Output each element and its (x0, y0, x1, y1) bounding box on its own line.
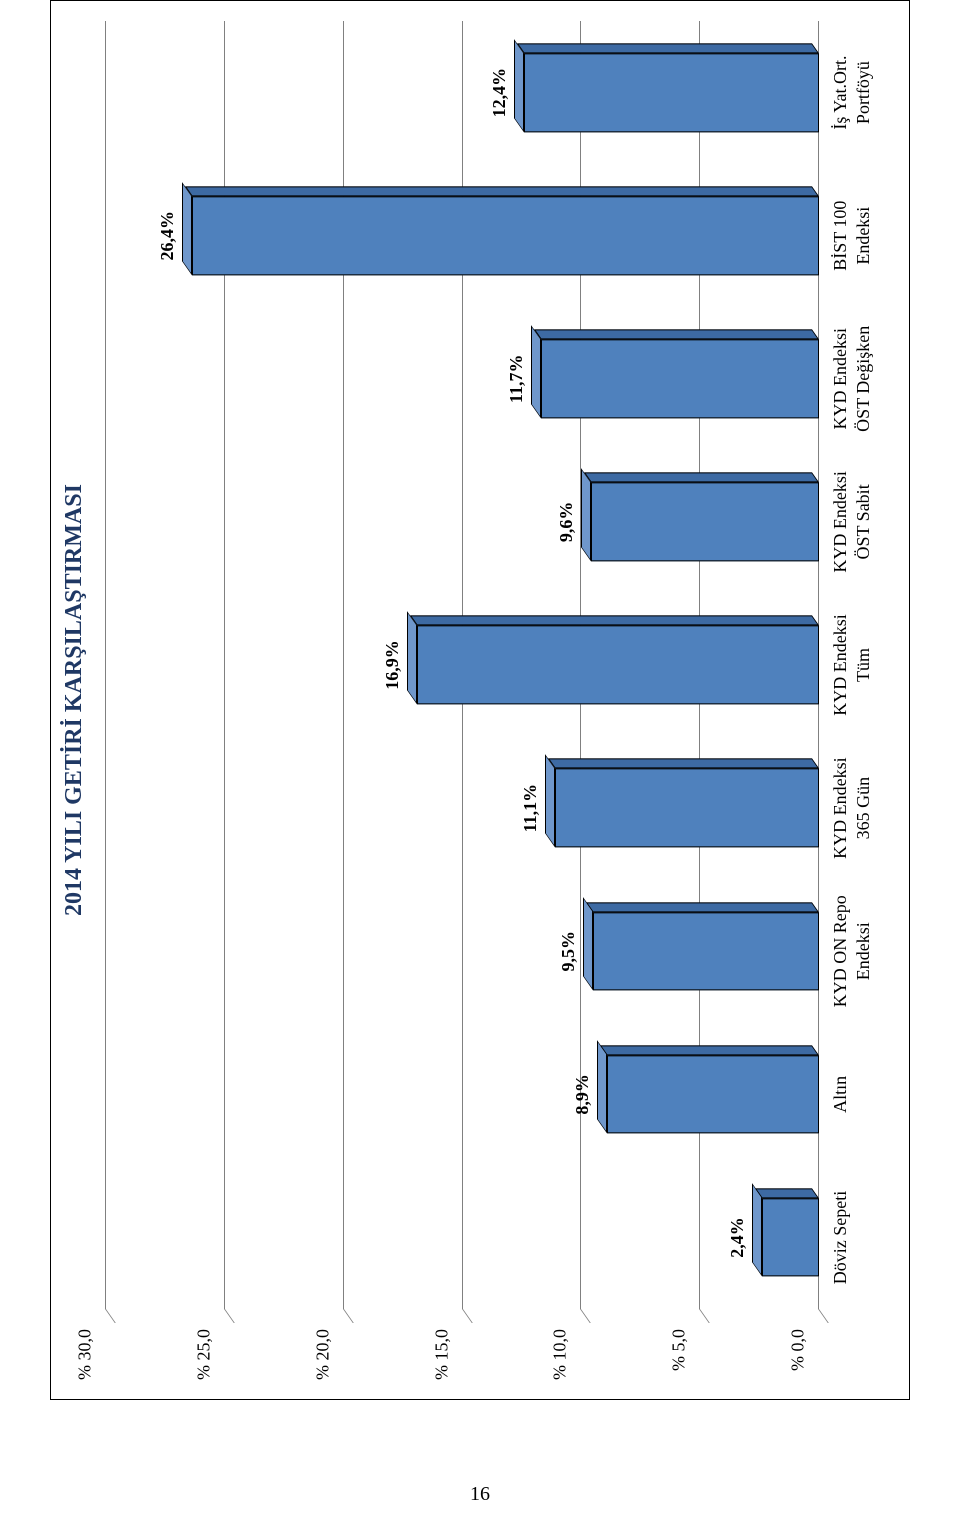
bar-value-label: 26,4% (157, 211, 178, 261)
bar-side (755, 1188, 819, 1198)
bar-front (555, 769, 819, 848)
bar-side (586, 902, 819, 912)
bar: 16,9% (417, 626, 819, 705)
bar-top (531, 325, 541, 418)
page-number: 16 (0, 1483, 960, 1506)
bar-value-label: 11,1% (520, 784, 541, 833)
bar-front (417, 626, 819, 705)
bar-slot: 9,5% (106, 880, 819, 1023)
bar-front (192, 196, 819, 275)
chart-title: 2014 YILI GETİRİ KARŞILAŞTIRMASI (51, 1, 88, 1399)
bar-side (600, 1045, 819, 1055)
bar-side (410, 616, 819, 626)
chart-container: 2014 YILI GETİRİ KARŞILAŞTIRMASI % 0,0% … (50, 0, 910, 1400)
x-axis-label: KYD ON RepoEndeksi (829, 880, 874, 1023)
bar-value-label: 9,5% (558, 931, 579, 972)
bar-slot: 9,6% (106, 450, 819, 593)
x-axis-label: KYD Endeksi365 Gün (829, 737, 874, 880)
y-tick-label: % 5,0 (669, 1329, 690, 1389)
bar-slot: 11,1% (106, 737, 819, 880)
y-tick-label: % 25,0 (193, 1329, 214, 1389)
bar-side (534, 329, 819, 339)
x-axis-label: İş Yat.Ort.Portföyü (829, 21, 874, 164)
bar-side (185, 186, 819, 196)
x-axis-label: KYD EndeksiÖST Değişken (829, 307, 874, 450)
bar-top (581, 468, 591, 561)
bar-value-label: 2,4% (727, 1217, 748, 1258)
bar-slot: 8,9% (106, 1023, 819, 1166)
bar: 9,5% (593, 912, 819, 991)
y-tick-label: % 20,0 (312, 1329, 333, 1389)
bar-slot: 26,4% (106, 164, 819, 307)
bar: 11,7% (541, 339, 819, 418)
y-tick-label: % 0,0 (788, 1329, 809, 1389)
bar-front (762, 1198, 819, 1277)
y-tick-label: % 10,0 (550, 1329, 571, 1389)
bar: 12,4% (524, 53, 819, 132)
x-axis-label: BİST 100Endeksi (829, 164, 874, 307)
bar-side (517, 43, 819, 53)
bar-front (524, 53, 819, 132)
bar-value-label: 8,9% (572, 1074, 593, 1115)
bar-top (752, 1184, 762, 1277)
bar: 11,1% (555, 769, 819, 848)
bar-front (541, 339, 819, 418)
bar: 26,4% (192, 196, 819, 275)
y-tick-label: % 15,0 (431, 1329, 452, 1389)
bar-top (545, 754, 555, 847)
bar-slot: 12,4% (106, 21, 819, 164)
y-tick-label: % 30,0 (75, 1329, 96, 1389)
bar-slot: 11,7% (106, 307, 819, 450)
bar-top (182, 182, 192, 275)
bar-side (548, 759, 819, 769)
bar-value-label: 16,9% (382, 640, 403, 690)
bar-value-label: 9,6% (556, 502, 577, 543)
bar-front (593, 912, 819, 991)
bar-slot: 2,4% (106, 1166, 819, 1309)
bar-top (407, 611, 417, 704)
bar-front (591, 483, 819, 562)
bar-value-label: 12,4% (489, 68, 510, 118)
bar-value-label: 11,7% (506, 355, 527, 404)
bar: 9,6% (591, 483, 819, 562)
bar-slot: 16,9% (106, 593, 819, 736)
bar-side (584, 473, 819, 483)
x-axis-label: Altın (829, 1023, 852, 1166)
x-axis-label: KYD EndeksiÖST Sabit (829, 450, 874, 593)
bar-front (607, 1055, 819, 1134)
x-axis-label: KYD EndeksiTüm (829, 593, 874, 736)
bar: 8,9% (607, 1055, 819, 1134)
bar: 2,4% (762, 1198, 819, 1277)
x-axis-label: Döviz Sepeti (829, 1166, 852, 1309)
x-axis-labels: Döviz SepetiAltınKYD ON RepoEndeksiKYD E… (829, 21, 899, 1309)
plot-area: % 0,0% 5,0% 10,0% 15,0% 20,0% 25,0% 30,0… (106, 21, 819, 1309)
page: 2014 YILI GETİRİ KARŞILAŞTIRMASI % 0,0% … (0, 0, 960, 1536)
